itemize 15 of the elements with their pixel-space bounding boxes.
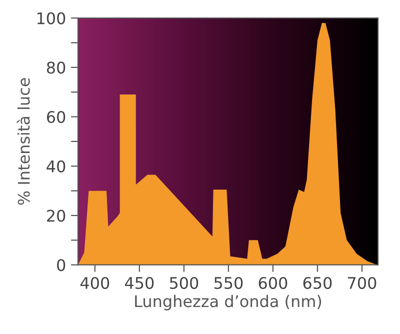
y-tick-label: 40 <box>46 160 66 172</box>
y-tick-label: 0 <box>57 259 66 272</box>
y-tick-label: 80 <box>46 62 66 74</box>
x-tick-label: 550 <box>214 276 243 290</box>
x-axis-title: Lunghezza d’onda (nm) <box>135 294 322 310</box>
x-tick-label: 600 <box>258 276 288 290</box>
x-tick-label: 700 <box>348 276 376 290</box>
y-axis-title: % Intensità luce <box>16 78 30 205</box>
x-tick-label: 500 <box>170 276 198 290</box>
x-tick-label: 650 <box>303 276 332 290</box>
x-tick-label: 450 <box>124 276 154 290</box>
y-tick-label: 20 <box>47 210 66 222</box>
y-tick-label: 100 <box>37 12 66 24</box>
x-tick-label: 400 <box>80 276 110 290</box>
y-tick-label: 60 <box>46 110 66 124</box>
